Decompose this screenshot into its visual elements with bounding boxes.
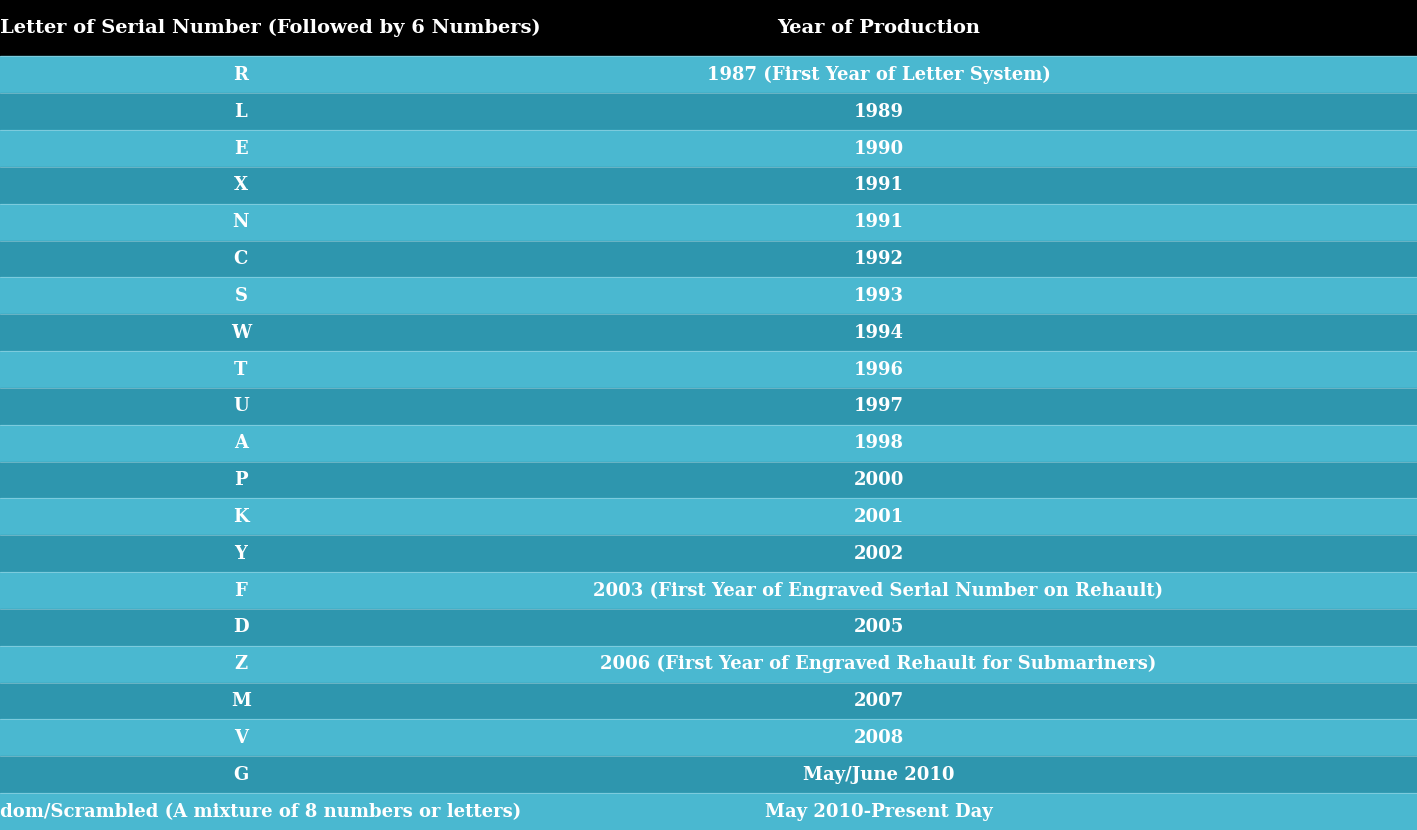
Text: U: U [232,398,249,415]
Text: V: V [234,729,248,747]
Bar [0,793,1417,830]
Text: 2007: 2007 [853,692,904,710]
Text: G: G [234,766,248,784]
Text: 1994: 1994 [853,324,904,342]
Bar [0,204,1417,241]
Text: 1989: 1989 [853,103,904,120]
Bar [0,130,1417,167]
Text: L: L [235,103,247,120]
Text: 2000: 2000 [853,471,904,489]
Text: D: D [232,618,249,637]
Text: R: R [234,66,248,84]
Bar [0,315,1417,351]
Text: M: M [231,692,251,710]
Text: C: C [234,250,248,268]
Bar [0,535,1417,572]
Bar [0,646,1417,682]
Bar [0,609,1417,646]
Bar [0,572,1417,609]
Text: F: F [234,582,248,599]
Text: 1997: 1997 [853,398,904,415]
Text: 2005: 2005 [853,618,904,637]
Bar [0,351,1417,388]
Bar [0,93,1417,130]
Text: E: E [234,139,248,158]
Text: 1996: 1996 [853,360,904,378]
Text: 1991: 1991 [853,213,904,232]
Text: S: S [234,287,248,305]
Bar [0,499,1417,535]
Bar [0,682,1417,720]
Text: 2008: 2008 [853,729,904,747]
Text: Random/Scrambled (A mixture of 8 numbers or letters): Random/Scrambled (A mixture of 8 numbers… [0,803,521,821]
Text: May 2010-Present Day: May 2010-Present Day [765,803,992,821]
Text: 2003 (First Year of Engraved Serial Number on Rehault): 2003 (First Year of Engraved Serial Numb… [594,582,1163,600]
Text: 1991: 1991 [853,176,904,194]
Bar [0,388,1417,425]
Text: A: A [234,434,248,452]
Bar [0,425,1417,461]
Text: K: K [232,508,249,526]
Text: W: W [231,324,251,342]
Text: May/June 2010: May/June 2010 [803,766,954,784]
Text: Year of Production: Year of Production [777,19,981,37]
Bar [0,720,1417,756]
Bar [0,167,1417,204]
Bar [0,461,1417,499]
Text: First Letter of Serial Number (Followed by 6 Numbers): First Letter of Serial Number (Followed … [0,19,540,37]
Text: T: T [234,360,248,378]
Text: 2002: 2002 [853,544,904,563]
Text: 1990: 1990 [853,139,904,158]
Text: P: P [234,471,248,489]
Text: 1992: 1992 [853,250,904,268]
Text: 1998: 1998 [853,434,904,452]
Text: 2006 (First Year of Engraved Rehault for Submariners): 2006 (First Year of Engraved Rehault for… [601,655,1156,673]
Bar [0,56,1417,93]
Text: 1993: 1993 [853,287,904,305]
Text: Y: Y [234,544,248,563]
Text: X: X [234,176,248,194]
Bar [0,277,1417,315]
Bar [0,756,1417,793]
Bar [0,241,1417,277]
Text: 1987 (First Year of Letter System): 1987 (First Year of Letter System) [707,66,1050,84]
Text: 2001: 2001 [853,508,904,526]
Text: Z: Z [234,655,248,673]
Text: N: N [232,213,249,232]
Bar [0,0,1417,56]
